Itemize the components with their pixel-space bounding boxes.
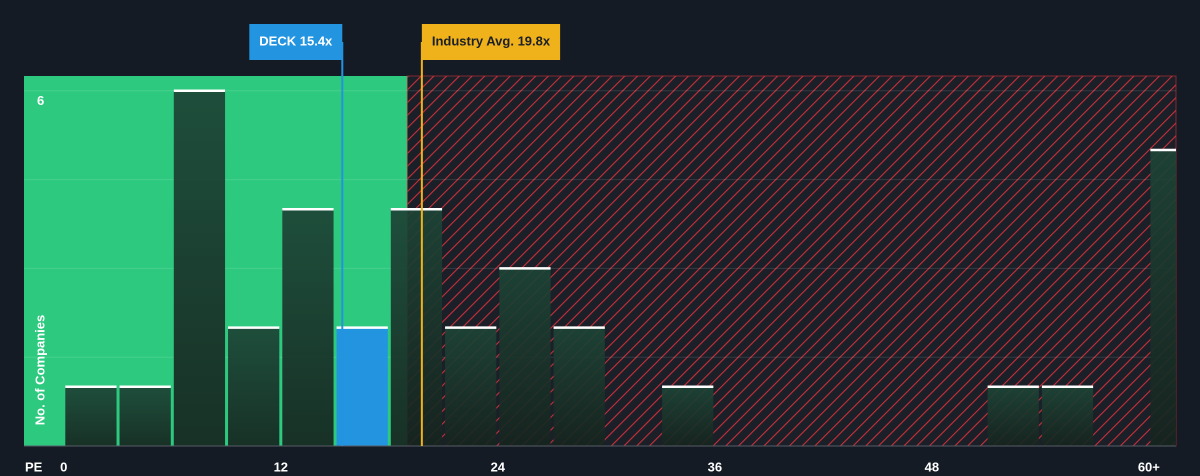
marker-label: Industry Avg. 19.8x bbox=[432, 33, 551, 48]
x-tick-label: 12 bbox=[274, 459, 288, 474]
marker-label: DECK 15.4x bbox=[259, 33, 333, 48]
bar bbox=[390, 209, 443, 446]
x-tick-label: 0 bbox=[60, 459, 67, 474]
y-axis-label: No. of Companies bbox=[32, 315, 47, 426]
x-tick-label: 24 bbox=[491, 459, 506, 474]
bar bbox=[1150, 150, 1176, 446]
bar bbox=[553, 327, 605, 446]
bar bbox=[65, 386, 117, 446]
y-tick-label: 6 bbox=[37, 93, 44, 108]
bar bbox=[336, 327, 388, 446]
x-tick-label: 60+ bbox=[1138, 459, 1160, 474]
bar bbox=[228, 327, 280, 446]
bar bbox=[662, 386, 714, 446]
x-tick-label: 36 bbox=[708, 459, 722, 474]
bar bbox=[282, 209, 334, 446]
marker-box bbox=[249, 24, 343, 60]
bar bbox=[499, 268, 551, 446]
bar bbox=[445, 327, 497, 446]
bar bbox=[173, 90, 226, 446]
x-tick-label: 48 bbox=[925, 459, 939, 474]
x-axis-label: PE bbox=[25, 459, 43, 474]
bar bbox=[1041, 386, 1094, 446]
marker-box bbox=[421, 24, 561, 60]
bars bbox=[65, 89, 1176, 446]
bar bbox=[987, 386, 1039, 446]
bar bbox=[119, 386, 171, 446]
